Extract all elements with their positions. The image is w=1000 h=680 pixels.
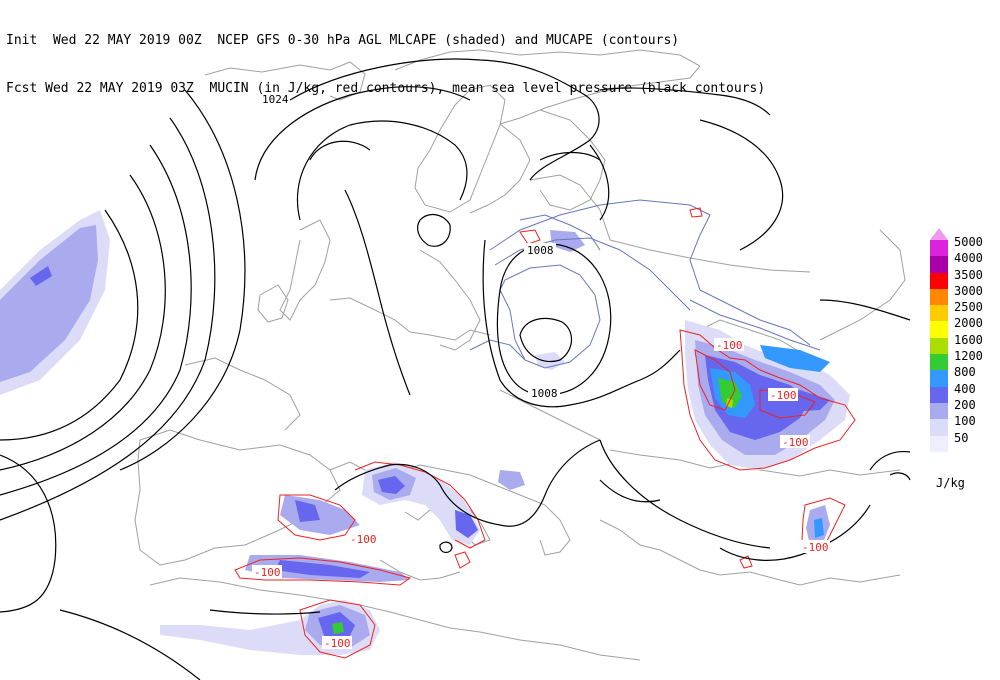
header-line-1: Init Wed 22 MAY 2019 00Z NCEP GFS 0-30 h… [6,33,680,48]
legend-value-label: 2500 [954,300,983,315]
map-header: Init Wed 22 MAY 2019 00Z NCEP GFS 0-30 h… [6,1,765,113]
legend-swatch [930,419,948,436]
isobar-label: 1024 [262,93,289,106]
legend-swatch [930,288,948,306]
legend-swatch [930,435,948,452]
legend-swatch [930,370,948,387]
legend-swatch [930,337,948,355]
legend-value-label: 4000 [954,251,983,266]
legend-swatch [930,256,948,273]
legend-value-label: 50 [954,430,969,445]
isobars [0,58,911,680]
isobar-label: 1008 [531,387,558,400]
legend-value-label: 200 [954,397,976,412]
legend-value-label: 3000 [954,283,983,298]
cin-label: -100 [324,637,351,650]
legend-value-label: 3500 [954,267,983,282]
legend-value-label: 400 [954,381,976,396]
legend-value-label: 1600 [954,332,983,347]
cin-label: -100 [782,436,809,449]
mucape-contours [469,199,821,369]
legend-units: J/kg [936,476,965,490]
legend-swatch [930,321,948,338]
legend-swatch [930,272,948,289]
mlcape-shading [0,210,850,655]
cin-label: -100 [716,339,743,352]
legend-swatch [930,386,948,403]
cin-label: -100 [802,541,829,554]
cin-labels: -100 -100 -100 -100 -100 -100 -100 [252,338,830,650]
legend-swatch [930,354,948,371]
legend-value-label: 100 [954,414,976,429]
cin-label: -100 [350,533,377,546]
legend-value-label: 800 [954,365,976,380]
legend-value-label: 1200 [954,349,983,364]
cin-label: -100 [770,389,797,402]
legend-swatch [930,305,948,322]
mucin-contours [234,207,856,659]
isobar-label: 1008 [527,244,554,257]
isobar-labels: 1024 1008 1008 [258,92,560,400]
legend-arrow [930,228,948,240]
cin-label: -100 [254,566,281,579]
legend-swatch [930,402,948,420]
legend-swatch [930,240,948,257]
header-line-2: Fcst Wed 22 MAY 2019 03Z MUCIN (in J/kg,… [6,81,766,96]
legend-value-label: 5000 [954,235,983,249]
legend-value-label: 2000 [954,316,983,331]
